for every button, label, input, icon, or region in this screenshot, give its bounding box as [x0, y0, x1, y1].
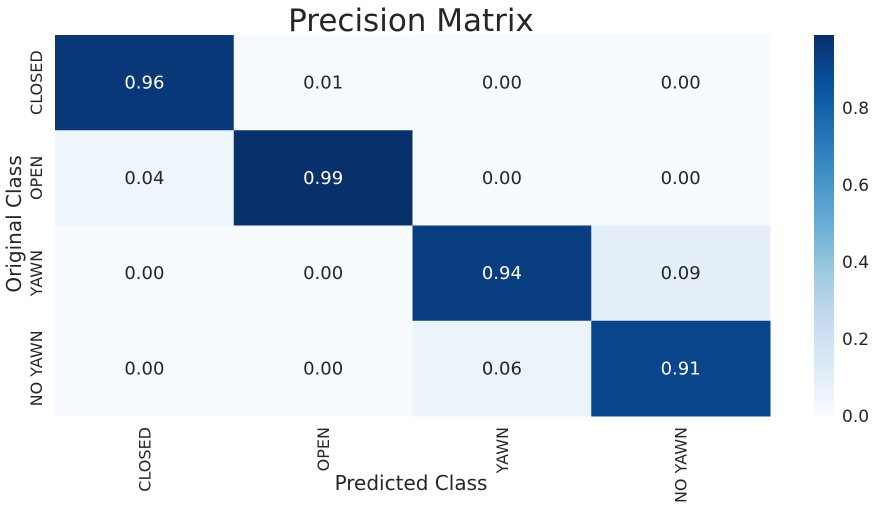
y-tick-label: NO YAWN [27, 330, 46, 406]
cell-value-label: 0.00 [482, 73, 522, 94]
heatmap-cell [412, 320, 592, 417]
colorbar-tick-labels: 0.0 0.2 0.4 0.6 0.8 [842, 99, 869, 427]
heatmap-cell [591, 320, 771, 417]
cell-value-label: 0.04 [124, 168, 164, 189]
cell-value-label: 0.00 [661, 73, 701, 94]
heatmap-cell [412, 225, 592, 322]
x-tick-label: CLOSED [135, 427, 154, 492]
heatmap-cells [55, 35, 771, 417]
y-tick-label: YAWN [27, 250, 46, 297]
colorbar-tick-label: 0.4 [842, 253, 869, 273]
heatmap-cell [55, 225, 235, 322]
heatmap-cell [233, 320, 413, 417]
heatmap-cell [412, 130, 592, 226]
heatmap-cell [55, 35, 235, 131]
x-axis-tick-labels: CLOSED OPEN YAWN NO YAWN [135, 427, 690, 503]
heatmap-cell [591, 225, 771, 322]
heatmap-cell [55, 130, 235, 226]
heatmap-annotations: 0.96 0.01 0.00 0.00 0.04 0.99 0.00 0.00 0.00 0.00… [124, 73, 700, 380]
colorbar-tick-label: 0.0 [842, 407, 869, 427]
y-axis-label: Original Class [2, 155, 26, 292]
colorbar-tick-label: 0.6 [842, 176, 869, 196]
cell-value-label: 0.00 [124, 358, 164, 379]
heatmap-cell [412, 35, 592, 131]
heatmap-cell [233, 130, 413, 226]
x-tick-label: NO YAWN [672, 427, 691, 503]
heatmap-cell [591, 130, 771, 226]
heatmap-cell [233, 35, 413, 131]
cell-value-label: 0.99 [303, 168, 343, 189]
cell-value-label: 0.00 [124, 263, 164, 284]
cell-value-label: 0.96 [124, 73, 164, 94]
x-axis-label: Predicted Class [335, 471, 488, 495]
colorbar-tick-label: 0.2 [842, 330, 869, 350]
cell-value-label: 0.00 [661, 168, 701, 189]
chart-title: Precision Matrix [288, 3, 534, 39]
cell-value-label: 0.09 [661, 263, 701, 284]
heatmap-cell [233, 225, 413, 322]
heatmap-cell [55, 320, 235, 417]
cell-value-label: 0.00 [303, 263, 343, 284]
y-axis-tick-labels: CLOSED OPEN YAWN NO YAWN [27, 50, 46, 406]
colorbar [814, 35, 834, 416]
x-tick-label: OPEN [314, 427, 333, 471]
cell-value-label: 0.00 [303, 358, 343, 379]
colorbar-tick-label: 0.8 [842, 99, 869, 119]
cell-value-label: 0.06 [482, 358, 522, 379]
y-tick-label: OPEN [27, 156, 46, 200]
cell-value-label: 0.00 [482, 168, 522, 189]
cell-value-label: 0.01 [303, 73, 343, 94]
y-tick-label: CLOSED [27, 50, 46, 115]
heatmap-cell [591, 35, 771, 131]
cell-value-label: 0.94 [482, 263, 522, 284]
cell-value-label: 0.91 [661, 358, 701, 379]
x-tick-label: YAWN [493, 427, 512, 474]
